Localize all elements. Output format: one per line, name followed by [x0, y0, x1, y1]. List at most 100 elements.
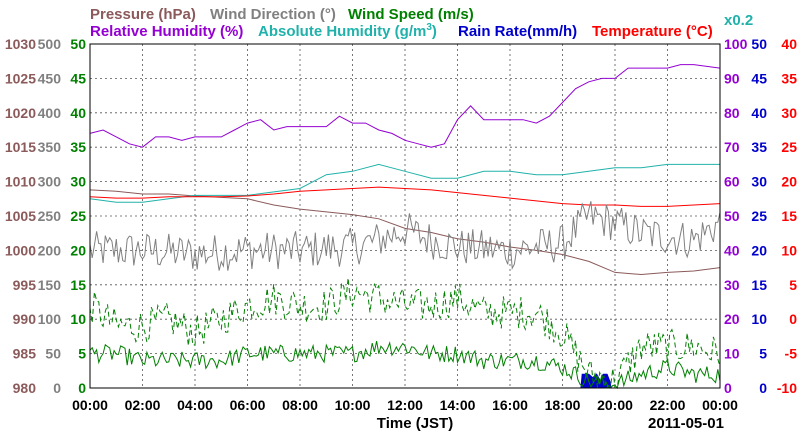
legend-pressure: Pressure (hPa)	[90, 6, 196, 23]
y-tick-rain-rate: 50	[751, 36, 767, 52]
series-wind-direction	[89, 201, 721, 271]
y-tick-humidity: 0	[724, 380, 732, 396]
x-tick: 02:00	[125, 397, 161, 413]
y-tick-pressure: 1025	[5, 70, 36, 86]
y-tick-pressure: 1015	[5, 139, 36, 155]
x-tick: 20:00	[597, 397, 633, 413]
y-tick-humidity: 30	[724, 277, 740, 293]
y-tick-pressure: 985	[13, 346, 37, 362]
x-axis-label: Time (JST)	[377, 415, 453, 432]
y-tick-rain-rate: 0	[759, 380, 767, 396]
legend-rain-rate: Rain Rate(mm/h)	[458, 23, 577, 40]
x-tick: 00:00	[702, 397, 738, 413]
y-tick-humidity: 90	[724, 70, 740, 86]
legend-absolute-humidity-text: Absolute Humidity (g/m	[258, 23, 426, 40]
y-tick-wind-direction: 0	[53, 380, 61, 396]
y-tick-temperature: 35	[781, 70, 797, 86]
y-tick-temperature: 25	[781, 139, 797, 155]
legend-relative-humidity: Relative Humidity (%)	[90, 23, 243, 40]
y-tick-temperature: 40	[781, 36, 797, 52]
legend-wind-speed: Wind Speed (m/s)	[348, 6, 474, 23]
y-tick-wind-speed: 35	[70, 139, 86, 155]
y-tick-wind-direction: 100	[38, 311, 62, 327]
series-pressure-hpa	[89, 189, 721, 276]
y-tick-temperature: 10	[781, 242, 797, 258]
y-tick-pressure: 995	[13, 277, 37, 293]
series-absolute-humidity-g-m3	[89, 163, 720, 203]
y-tick-temperature: 0	[789, 311, 797, 327]
x-tick: 04:00	[177, 397, 213, 413]
y-tick-humidity: 80	[724, 105, 740, 121]
y-tick-pressure: 1005	[5, 208, 36, 224]
y-tick-humidity: 70	[724, 139, 740, 155]
y-tick-wind-direction: 200	[38, 242, 62, 258]
date-label: 2011-05-01	[648, 415, 724, 432]
y-tick-humidity: 40	[724, 242, 740, 258]
y-tick-wind-speed: 5	[78, 346, 86, 362]
y-tick-rain-rate: 40	[751, 105, 767, 121]
y-tick-humidity: 60	[724, 174, 740, 190]
y-tick-pressure: 980	[13, 380, 37, 396]
legend-absolute-humidity-tail: )	[432, 23, 437, 40]
y-tick-temperature: -10	[777, 380, 797, 396]
y-tick-pressure: 990	[13, 311, 37, 327]
y-tick-wind-speed: 20	[70, 242, 86, 258]
y-tick-wind-speed: 30	[70, 174, 86, 190]
y-tick-wind-direction: 50	[45, 346, 61, 362]
y-tick-wind-direction: 350	[38, 139, 62, 155]
y-tick-wind-speed: 15	[70, 277, 86, 293]
plot-frame	[89, 43, 721, 389]
legend-absolute-humidity-sup: 3	[426, 22, 432, 33]
y-tick-wind-speed: 45	[70, 70, 86, 86]
x-tick: 00:00	[72, 397, 108, 413]
x-tick: 10:00	[335, 397, 371, 413]
y-tick-rain-rate: 10	[751, 311, 767, 327]
x-tick: 06:00	[230, 397, 266, 413]
y-tick-pressure: 1020	[5, 105, 36, 121]
y-axes: 1030102510201015101010051000995990985980…	[5, 36, 797, 396]
y-tick-rain-rate: 15	[751, 277, 767, 293]
y-tick-pressure: 1010	[5, 174, 36, 190]
y-tick-temperature: 30	[781, 105, 797, 121]
y-tick-humidity: 100	[724, 36, 748, 52]
y-tick-wind-speed: 25	[70, 208, 86, 224]
y-tick-temperature: 20	[781, 174, 797, 190]
y-tick-humidity: 50	[724, 208, 740, 224]
y-tick-pressure: 1030	[5, 36, 36, 52]
y-tick-wind-direction: 150	[38, 277, 62, 293]
x-axis: 00:00 02:00 04:00 06:00 08:00 10:00 12:00 14:00…	[72, 397, 738, 413]
series-temperature-c	[89, 186, 721, 207]
series-relative-humidity	[89, 64, 721, 148]
y-tick-wind-direction: 400	[38, 105, 62, 121]
y-tick-wind-direction: 450	[38, 70, 62, 86]
x-tick: 14:00	[440, 397, 476, 413]
y-tick-wind-speed: 50	[70, 36, 86, 52]
y-tick-wind-speed: 10	[70, 311, 86, 327]
y-tick-humidity: 20	[724, 311, 740, 327]
x-tick: 18:00	[545, 397, 581, 413]
y-tick-rain-rate: 5	[759, 346, 767, 362]
legend-temperature: Temperature (°C)	[592, 23, 713, 40]
y-tick-wind-speed: 0	[78, 380, 86, 396]
series-wind-speed-avg-m-s	[89, 341, 721, 390]
y-tick-wind-speed: 40	[70, 105, 86, 121]
y-tick-pressure: 1000	[5, 242, 36, 258]
legend-absolute-humidity: Absolute Humidity (g/m3)	[258, 22, 437, 40]
x-tick: 22:00	[650, 397, 686, 413]
legend-wind-direction: Wind Direction (°)	[210, 6, 336, 23]
x-tick: 12:00	[387, 397, 423, 413]
y-tick-rain-rate: 20	[751, 242, 767, 258]
y-tick-temperature: 5	[789, 277, 797, 293]
y-tick-rain-rate: 25	[751, 208, 767, 224]
y-tick-rain-rate: 30	[751, 174, 767, 190]
x-tick: 16:00	[492, 397, 528, 413]
y-tick-rain-rate: 45	[751, 70, 767, 86]
y-tick-temperature: -5	[785, 346, 798, 362]
y-tick-humidity: 10	[724, 346, 740, 362]
y-tick-wind-direction: 250	[38, 208, 62, 224]
x-tick: 08:00	[282, 397, 318, 413]
legend-abs-humidity-scale: x0.2	[724, 12, 753, 29]
legend: Pressure (hPa) Wind Direction (°) Wind S…	[90, 6, 753, 40]
y-tick-wind-direction: 300	[38, 174, 62, 190]
